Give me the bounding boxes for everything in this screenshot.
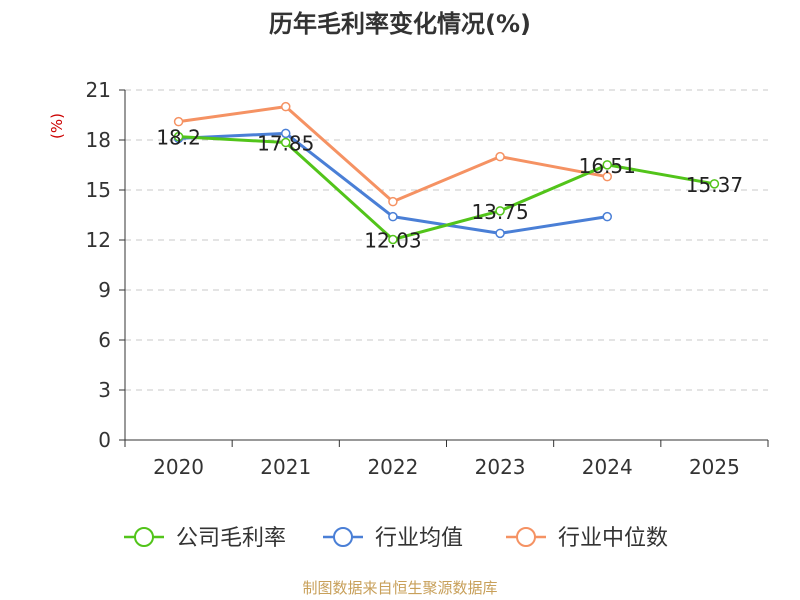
x-tick-label: 2025: [689, 455, 740, 479]
series-line-2: [178, 105, 608, 204]
data-label: 16.51: [579, 154, 636, 178]
data-point: [495, 206, 505, 216]
data-point: [281, 137, 291, 148]
legend-swatch-marker: [134, 527, 154, 547]
data-point: [709, 179, 720, 189]
data-point: [388, 234, 398, 245]
chart-title: 历年毛利率变化情况(%): [269, 10, 531, 38]
data-point: [281, 128, 291, 139]
data-point: [173, 131, 184, 142]
data-point: [388, 211, 398, 222]
data-label: 17.85: [257, 132, 314, 156]
x-tick-label: 2020: [153, 455, 204, 479]
y-axis-label: (%): [48, 113, 66, 139]
data-labels: 18.2 17.85 12.03 13.75 16.51 15.37: [156, 126, 743, 253]
y-tick-label: 3: [98, 378, 111, 402]
data-point: [602, 171, 612, 182]
grid-lines: [125, 89, 768, 391]
data-point: [495, 151, 505, 162]
x-tick-label: 2024: [582, 455, 633, 479]
data-label: 12.03: [364, 229, 421, 253]
series-line-0: [178, 135, 715, 241]
data-label: 13.75: [471, 200, 528, 224]
x-tick-label: 2022: [367, 455, 418, 479]
data-point: [388, 196, 398, 207]
y-tick-label: 12: [86, 228, 111, 252]
y-tick-label: 9: [98, 278, 111, 302]
legend-label: 公司毛利率: [176, 526, 286, 551]
legend-item-2[interactable]: 行业中位数: [506, 526, 668, 551]
legend-item-0[interactable]: 公司毛利率: [124, 526, 286, 551]
data-point: [495, 228, 505, 239]
y-tick-label: 0: [98, 428, 111, 452]
y-tick-label: 6: [98, 328, 111, 352]
data-point: [602, 160, 612, 170]
data-point: [281, 101, 291, 112]
legend[interactable]: 公司毛利率 行业均值 行业中位数: [124, 526, 668, 551]
legend-label: 行业中位数: [558, 526, 668, 551]
data-point: [602, 211, 612, 222]
data-label: 15.37: [686, 173, 743, 197]
legend-swatch-marker: [333, 527, 353, 547]
y-tick-label: 18: [86, 128, 111, 152]
source-note: 制图数据来自恒生聚源数据库: [302, 579, 497, 597]
x-tick-label: 2023: [475, 455, 526, 479]
series-lines: [173, 101, 720, 245]
axes: 0 3 6 9 12 15 18 21 2020 2021 2022 2023 2024 2025: [86, 78, 769, 479]
legend-label: 行业均值: [375, 526, 463, 551]
x-tick-label: 2021: [260, 455, 311, 479]
legend-item-1[interactable]: 行业均值: [323, 526, 463, 551]
data-point: [173, 116, 184, 127]
y-tick-label: 21: [86, 78, 111, 102]
y-tick-label: 15: [86, 178, 111, 202]
data-label: 18.2: [156, 126, 201, 150]
legend-swatch-marker: [516, 527, 536, 547]
